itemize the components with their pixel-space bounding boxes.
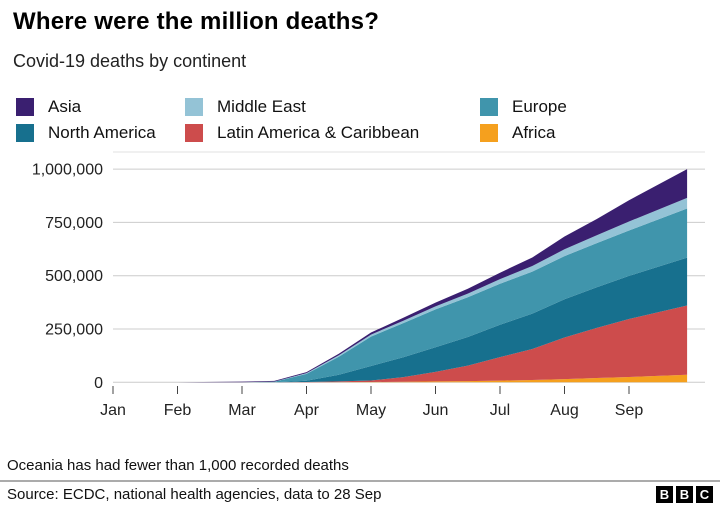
page-title: Where were the million deaths? xyxy=(13,8,380,35)
bbc-logo-block: B xyxy=(656,486,673,503)
legend-swatch-icon xyxy=(480,98,498,116)
legend-item-north-america: North America xyxy=(16,123,185,143)
legend-item-middle-east: Middle East xyxy=(185,97,480,117)
svg-text:1,000,000: 1,000,000 xyxy=(32,162,103,179)
legend-swatch-icon xyxy=(16,98,34,116)
svg-text:Feb: Feb xyxy=(164,402,192,419)
legend-item-latin-america-caribbean: Latin America & Caribbean xyxy=(185,123,480,143)
legend-item-africa: Africa xyxy=(480,123,706,143)
legend-label: Middle East xyxy=(217,97,306,116)
svg-text:750,000: 750,000 xyxy=(45,215,103,232)
svg-text:0: 0 xyxy=(94,375,103,392)
chart-legend: Asia Middle East Europe North America Latin … xyxy=(16,94,706,146)
legend-item-europe: Europe xyxy=(480,97,706,117)
legend-label: North America xyxy=(48,123,156,142)
chart-subtitle: Covid-19 deaths by continent xyxy=(13,51,247,71)
divider-line xyxy=(0,480,720,482)
bbc-logo-block: B xyxy=(676,486,693,503)
svg-text:Jun: Jun xyxy=(423,402,449,419)
svg-text:Mar: Mar xyxy=(228,402,256,419)
footnote: Oceania has had fewer than 1,000 recorde… xyxy=(7,457,349,474)
legend-label: Latin America & Caribbean xyxy=(217,123,420,142)
legend-swatch-icon xyxy=(16,124,34,142)
svg-text:Sep: Sep xyxy=(615,402,644,419)
legend-item-asia: Asia xyxy=(16,97,185,117)
legend-swatch-icon xyxy=(185,98,203,116)
legend-swatch-icon xyxy=(185,124,203,142)
legend-label: Europe xyxy=(512,97,567,116)
legend-label: Africa xyxy=(512,123,556,142)
svg-text:500,000: 500,000 xyxy=(45,268,103,285)
legend-label: Asia xyxy=(48,97,82,116)
svg-text:Apr: Apr xyxy=(294,402,320,419)
svg-text:Aug: Aug xyxy=(550,402,578,419)
legend-swatch-icon xyxy=(480,124,498,142)
svg-text:Jan: Jan xyxy=(100,402,126,419)
svg-text:May: May xyxy=(356,402,386,419)
svg-text:250,000: 250,000 xyxy=(45,322,103,339)
svg-text:Jul: Jul xyxy=(490,402,510,419)
bbc-logo-block: C xyxy=(696,486,713,503)
source-attribution: Source: ECDC, national health agencies, … xyxy=(7,486,382,503)
